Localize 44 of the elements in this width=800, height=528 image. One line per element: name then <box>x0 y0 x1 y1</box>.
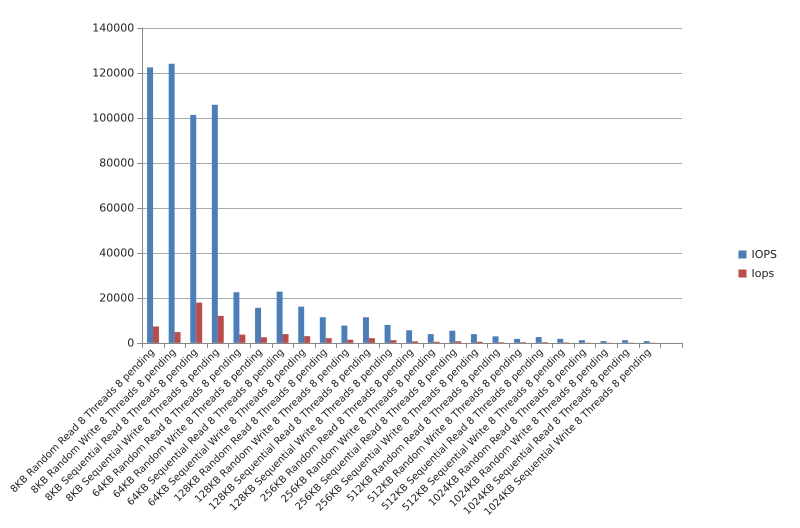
y-tick-label: 40000 <box>99 246 134 260</box>
y-tick-label: 60000 <box>99 201 134 214</box>
y-tick-label: 20000 <box>99 291 134 304</box>
bar <box>347 340 354 343</box>
legend-label: Iops <box>751 267 774 280</box>
bar <box>557 338 564 343</box>
bar <box>255 308 261 343</box>
bar <box>536 337 542 343</box>
y-tick-label: 0 <box>127 336 134 350</box>
bar <box>363 317 369 343</box>
bar <box>282 334 289 343</box>
legend-label: IOPS <box>751 248 778 261</box>
bar <box>320 317 326 343</box>
bar <box>390 340 396 343</box>
y-tick-label: 80000 <box>99 156 134 170</box>
y-tick-label: 100000 <box>92 111 134 124</box>
bar <box>239 334 246 343</box>
bar <box>218 316 224 343</box>
bar <box>174 332 181 343</box>
bar <box>578 340 585 343</box>
y-tick-label: 120000 <box>92 66 134 80</box>
bar <box>406 330 412 343</box>
bar <box>190 114 196 343</box>
bar <box>326 338 332 343</box>
bar <box>153 326 159 343</box>
bar <box>514 338 520 343</box>
bar <box>622 340 628 343</box>
bar <box>168 64 175 343</box>
bar <box>147 67 154 343</box>
bar <box>196 302 202 343</box>
bar <box>212 104 218 343</box>
bar <box>276 292 283 343</box>
bar <box>449 330 456 343</box>
bar <box>470 334 477 343</box>
bar <box>233 292 240 343</box>
bar <box>341 326 348 343</box>
bar <box>384 324 391 343</box>
bar <box>298 306 304 343</box>
bar <box>260 337 267 343</box>
bar <box>492 336 498 343</box>
bar <box>368 338 375 343</box>
y-tick-label: 140000 <box>92 22 134 34</box>
bar <box>428 334 434 343</box>
bar <box>304 336 310 343</box>
